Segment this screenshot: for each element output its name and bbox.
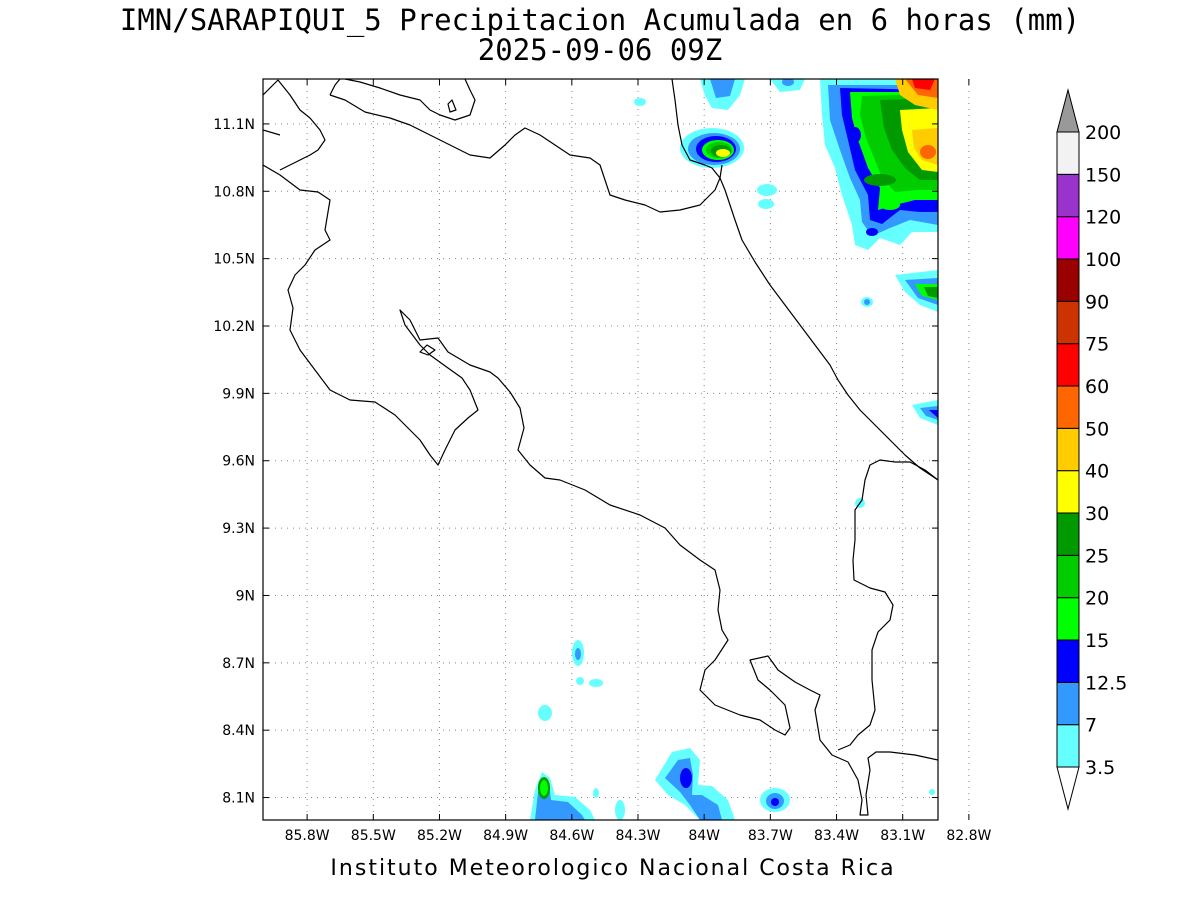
- precip-east-10n: [895, 270, 938, 425]
- nicaragua-lake-shore: [263, 79, 476, 136]
- coastlines-borders: [263, 79, 938, 816]
- colorbar-over-arrow: [1056, 88, 1080, 133]
- map-title: IMN/SARAPIQUI_5 Precipitacion Acumulada …: [119, 3, 1081, 37]
- lon-tick-label: 83.1W: [880, 828, 925, 844]
- colorbar-level-label: 90: [1085, 291, 1109, 313]
- lake-island: [447, 99, 457, 113]
- colorbar-level-label: 40: [1085, 461, 1109, 483]
- lat-tick-label: 8.4N: [222, 723, 255, 739]
- lon-tick-label: 83.4W: [814, 828, 859, 844]
- lat-tick-label: 9.3N: [222, 521, 255, 537]
- colorbar-level-label: 12.5: [1085, 672, 1127, 694]
- lon-tick-label: 85.2W: [417, 828, 462, 844]
- colorbar-swatch: [1056, 639, 1080, 683]
- lat-tick-label: 9.6N: [222, 454, 255, 470]
- colorbar-level-label: 120: [1085, 207, 1121, 229]
- colorbar-swatch: [1056, 300, 1080, 345]
- map-footer-credit: Instituto Meteorologico Nacional Costa R…: [330, 856, 896, 881]
- colorbar-swatch: [1056, 173, 1080, 218]
- lat-tick-label: 10.2N: [213, 319, 255, 335]
- colorbar-swatch: [1056, 512, 1080, 556]
- lat-tick-label: 9N: [236, 588, 255, 604]
- colorbar-swatch: [1056, 681, 1080, 726]
- precip-top-edge: [634, 79, 873, 508]
- lon-tick-label: 85.8W: [285, 828, 330, 844]
- precip-cell-north-coast: [680, 128, 744, 168]
- precip-caribbean-band: [820, 79, 938, 250]
- colorbar-swatch: [1056, 470, 1080, 514]
- lon-tick-label: 84.6W: [549, 828, 594, 844]
- colorbar-swatch: [1056, 216, 1080, 260]
- colorbar-swatch: [1056, 554, 1080, 599]
- lon-tick-label: 83.7W: [748, 828, 793, 844]
- map-subtitle-datetime: 2025-09-06 09Z: [477, 33, 723, 67]
- precipitation-field: [530, 79, 938, 820]
- colorbar-swatch: [1056, 427, 1080, 472]
- lon-tick-label: 82.8W: [946, 828, 991, 844]
- pacific-coastline: [263, 164, 938, 816]
- colorbar-swatch: [1056, 131, 1080, 175]
- map-frame: [262, 78, 939, 821]
- colorbar-swatch: [1056, 258, 1080, 302]
- lon-tick-label: 84W: [688, 828, 720, 844]
- colorbar-swatch: [1056, 597, 1080, 641]
- lon-tick-label: 84.3W: [615, 828, 660, 844]
- colorbar-level-label: 50: [1085, 418, 1109, 440]
- panama-border: [837, 459, 938, 751]
- lon-tick-label: 85.5W: [351, 828, 396, 844]
- lat-tick-label: 9.9N: [222, 386, 255, 402]
- colorbar-level-label: 7: [1085, 715, 1097, 737]
- colorbar-under-arrow: [1056, 766, 1080, 811]
- colorbar-level-label: 100: [1085, 249, 1121, 271]
- lat-tick-label: 10.8N: [213, 184, 255, 200]
- colorbar-level-label: 150: [1085, 164, 1121, 186]
- colorbar-level-label: 15: [1085, 630, 1109, 652]
- colorbar-swatch: [1056, 385, 1080, 429]
- gulf-inner-islands: [419, 344, 436, 356]
- northern-border: [263, 79, 723, 213]
- colorbar-swatch: [1056, 724, 1080, 768]
- lon-tick-label: 84.9W: [483, 828, 528, 844]
- colorbar-level-label: 25: [1085, 545, 1109, 567]
- colorbar-level-label: 20: [1085, 588, 1109, 610]
- colorbar-level-label: 60: [1085, 376, 1109, 398]
- lat-tick-label: 11.1N: [213, 117, 255, 133]
- colorbar-level-label: 3.5: [1085, 757, 1115, 779]
- colorbar-level-label: 75: [1085, 334, 1109, 356]
- lat-tick-label: 8.7N: [222, 656, 255, 672]
- caribbean-coastline: [671, 79, 938, 481]
- precipitation-colorbar: 3.5 7 12.5 15 20 25 30 40 50 60 75 90 100 120 150 200: [1056, 88, 1127, 811]
- colorbar-level-label: 30: [1085, 503, 1109, 525]
- lat-tick-label: 8.1N: [222, 791, 255, 807]
- colorbar-swatch: [1056, 343, 1080, 387]
- longitude-axis: 85.8W 85.5W 85.2W 84.9W 84.6W 84.3W 84W 83.7W 83…: [285, 79, 992, 844]
- latitude-axis: 11.1N 10.8N 10.5N 10.2N 9.9N 9.6N 9.3N 9N 8.7N 8.…: [213, 117, 938, 807]
- lat-tick-label: 10.5N: [213, 252, 255, 268]
- precip-south-cells: [530, 640, 935, 820]
- colorbar-level-label: 200: [1085, 122, 1121, 144]
